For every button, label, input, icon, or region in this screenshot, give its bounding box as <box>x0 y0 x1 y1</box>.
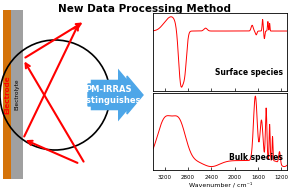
Bar <box>3 10 11 179</box>
FancyArrow shape <box>88 76 143 114</box>
Text: Wavenumber / cm⁻¹: Wavenumber / cm⁻¹ <box>189 182 253 187</box>
Text: Electrode: Electrode <box>4 75 10 114</box>
Bar <box>11 10 23 179</box>
Text: Bulk species: Bulk species <box>229 153 283 162</box>
Text: Surface species: Surface species <box>215 68 283 77</box>
Text: New Data Processing Method: New Data Processing Method <box>59 4 231 14</box>
Text: Electrolyte: Electrolyte <box>14 79 19 110</box>
Text: PM-IRRAS
Distinguishes: PM-IRRAS Distinguishes <box>77 85 141 105</box>
